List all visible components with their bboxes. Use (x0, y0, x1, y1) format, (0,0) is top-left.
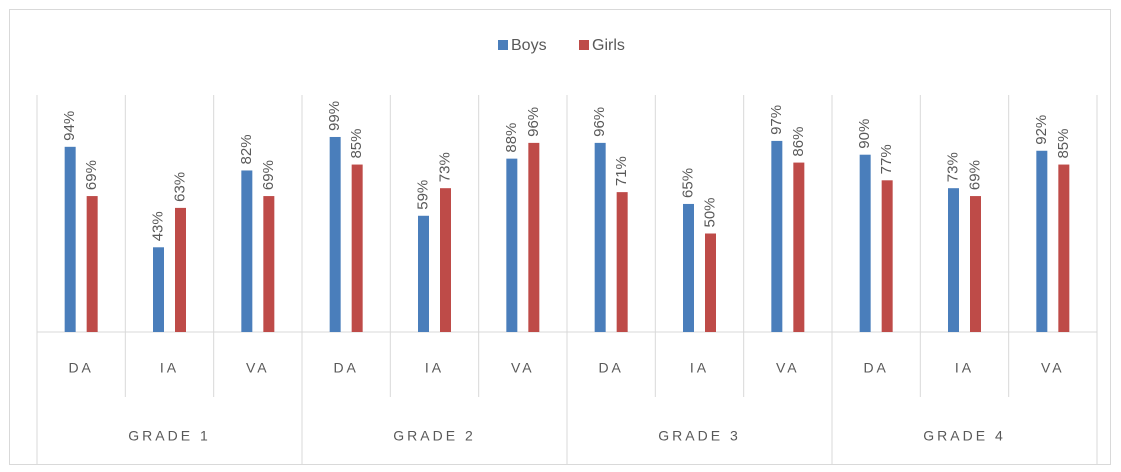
bar (241, 170, 253, 332)
bar (683, 203, 694, 332)
group-label: GRADE 4 (923, 428, 1005, 444)
x-tick-label: VA (776, 360, 800, 376)
bar (64, 146, 76, 332)
value-label: 94% (61, 111, 78, 141)
value-label: 86% (790, 127, 807, 157)
x-tick-label: VA (1041, 360, 1065, 376)
x-tick-label: DA (863, 360, 888, 376)
bar (506, 158, 518, 332)
x-tick-label: VA (246, 360, 270, 376)
bar (970, 196, 981, 332)
value-label: 97% (768, 105, 785, 135)
value-label: 50% (701, 197, 718, 227)
value-label: 99% (326, 101, 343, 131)
value-label: 65% (679, 168, 696, 198)
bar (418, 215, 429, 332)
bar (329, 136, 341, 332)
legend-swatch (579, 40, 589, 50)
x-tick-label: DA (598, 360, 623, 376)
value-label: 43% (149, 211, 166, 241)
bar (793, 162, 805, 332)
bar (351, 164, 363, 332)
value-label: 85% (1055, 129, 1072, 159)
bar (175, 207, 186, 332)
value-label: 59% (414, 180, 431, 210)
value-label: 85% (348, 129, 365, 159)
bar (771, 140, 783, 332)
value-label: 69% (83, 160, 100, 190)
bar (881, 180, 893, 332)
value-label: 82% (238, 134, 255, 164)
x-tick-label: IA (955, 360, 974, 376)
x-tick-label: DA (68, 360, 93, 376)
value-label: 90% (856, 119, 873, 149)
bar (153, 247, 164, 332)
group-label: GRADE 3 (658, 428, 740, 444)
bar (859, 154, 871, 332)
x-tick-label: DA (333, 360, 358, 376)
x-tick-label: IA (690, 360, 709, 376)
value-label: 73% (436, 152, 453, 182)
x-tick-label: IA (160, 360, 179, 376)
bar (528, 142, 540, 332)
value-label: 73% (944, 152, 961, 182)
bar (86, 196, 98, 332)
x-tick-label: IA (425, 360, 444, 376)
value-label: 88% (503, 123, 520, 153)
bar (705, 233, 716, 332)
legend-label: Boys (511, 37, 547, 54)
legend-label: Girls (592, 37, 625, 54)
bar (263, 196, 275, 332)
value-label: 96% (525, 107, 542, 137)
value-label: 69% (260, 160, 277, 190)
group-label: GRADE 2 (393, 428, 475, 444)
chart-frame (9, 9, 1111, 465)
bar (1036, 150, 1048, 332)
bar (594, 142, 606, 332)
x-tick-label: VA (511, 360, 535, 376)
value-label: 69% (966, 160, 983, 190)
value-label: 92% (1033, 115, 1050, 145)
bar (616, 192, 628, 332)
bar (948, 188, 959, 332)
value-label: 63% (171, 172, 188, 202)
legend-swatch (498, 40, 508, 50)
bar (1058, 164, 1070, 332)
value-label: 71% (613, 156, 630, 186)
value-label: 77% (878, 144, 895, 174)
group-label: GRADE 1 (128, 428, 210, 444)
bar (440, 188, 451, 332)
value-label: 96% (591, 107, 608, 137)
